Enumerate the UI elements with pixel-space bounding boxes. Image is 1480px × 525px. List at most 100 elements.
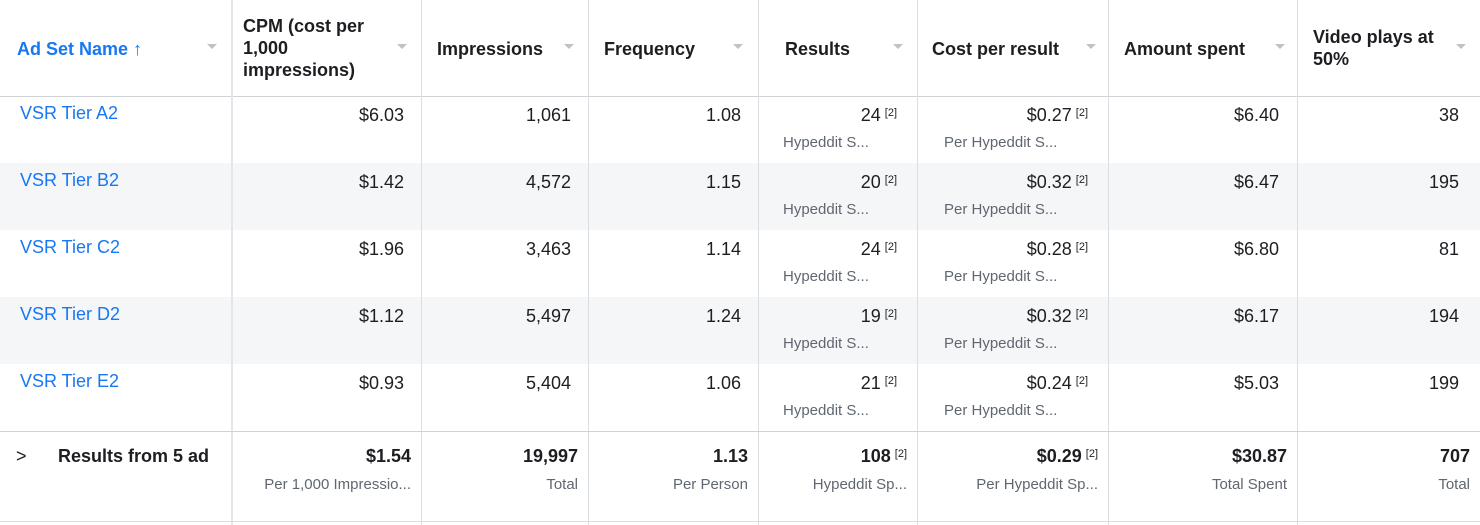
caret-down-icon[interactable]: [1456, 44, 1466, 49]
footnote-marker[interactable]: [2]: [1085, 448, 1098, 460]
table-row[interactable]: VSR Tier B2 $1.42 4,572 1.15 20 [2] Hypedd…: [0, 163, 1480, 230]
summary-row: > Results from 5 ad $1.54 Per 1,000 Impr…: [0, 431, 1480, 525]
header-cost-per-result[interactable]: Cost per result: [918, 0, 1109, 96]
summary-cpm: $1.54: [365, 446, 411, 466]
caret-down-icon[interactable]: [564, 44, 574, 49]
results-value: 20 [2]: [860, 172, 897, 192]
table-row[interactable]: VSR Tier D2 $1.12 5,497 1.24 19 [2] Hypedd…: [0, 297, 1480, 364]
cpm-value: $1.96: [358, 239, 404, 259]
cpm-value: $6.03: [358, 105, 404, 125]
summary-video-plays: 707: [1439, 446, 1470, 466]
cpm-value: $1.42: [358, 172, 404, 192]
impressions-value: 5,404: [525, 373, 571, 393]
frequency-value: 1.24: [705, 306, 741, 326]
summary-label: Results from 5 ad: [58, 446, 210, 466]
amount-spent-value: $6.17: [1233, 306, 1279, 326]
impressions-value: 5,497: [525, 306, 571, 326]
amount-spent-value: $6.40: [1233, 105, 1279, 125]
header-frequency[interactable]: Frequency: [589, 0, 759, 96]
video-plays-value: 194: [1428, 306, 1459, 326]
header-results[interactable]: Results: [759, 0, 918, 96]
summary-frequency-sub: Per Person: [672, 476, 748, 493]
header-video-plays-50[interactable]: Video plays at 50%: [1298, 0, 1480, 96]
footnote-marker[interactable]: [2]: [1075, 241, 1088, 253]
header-ad-set-name-label[interactable]: Ad Set Name ↑: [17, 39, 143, 59]
frequency-value: 1.06: [705, 373, 741, 393]
summary-results-sub: Hypeddit Sp...: [812, 476, 907, 493]
header-ad-set-name[interactable]: Ad Set Name ↑: [0, 0, 233, 96]
caret-down-icon[interactable]: [733, 44, 743, 49]
impressions-value: 3,463: [525, 239, 571, 259]
header-video-plays-50-label[interactable]: Video plays at 50%: [1313, 27, 1434, 69]
results-type-label: Hypeddit S...: [783, 201, 869, 218]
video-plays-value: 195: [1428, 172, 1459, 192]
summary-amount-spent-sub: Total Spent: [1211, 476, 1287, 493]
caret-down-icon[interactable]: [207, 44, 217, 49]
table-row[interactable]: VSR Tier C2 $1.96 3,463 1.14 24 [2] Hypedd…: [0, 230, 1480, 297]
results-type-label: Hypeddit S...: [783, 134, 869, 151]
ad-set-name-link[interactable]: VSR Tier C2: [20, 237, 121, 257]
caret-down-icon[interactable]: [397, 44, 407, 49]
results-value: 19 [2]: [860, 306, 897, 326]
ad-set-name-link[interactable]: VSR Tier B2: [20, 170, 120, 190]
ad-set-name-link[interactable]: VSR Tier D2: [20, 304, 121, 324]
frequency-value: 1.15: [705, 172, 741, 192]
summary-cpm-sub: Per 1,000 Impressio...: [264, 476, 411, 493]
header-results-label[interactable]: Results: [785, 39, 851, 59]
header-impressions-label[interactable]: Impressions: [437, 39, 544, 59]
caret-down-icon[interactable]: [1275, 44, 1285, 49]
footnote-marker[interactable]: [2]: [1075, 375, 1088, 387]
table-row[interactable]: VSR Tier E2 $0.93 5,404 1.06 21 [2] Hypedd…: [0, 364, 1480, 431]
cpm-value: $1.12: [358, 306, 404, 326]
header-amount-spent[interactable]: Amount spent: [1109, 0, 1298, 96]
header-cpm-label[interactable]: CPM (cost per 1,000 impressions): [243, 16, 365, 80]
cpm-value: $0.93: [358, 373, 404, 393]
header-frequency-label[interactable]: Frequency: [604, 39, 696, 59]
header-cost-per-result-label[interactable]: Cost per result: [932, 39, 1060, 59]
caret-down-icon[interactable]: [1086, 44, 1096, 49]
frequency-value: 1.14: [705, 239, 741, 259]
summary-cost-per-result: $0.29 [2]: [1036, 446, 1098, 466]
cost-type-label: Per Hypeddit S...: [944, 201, 1058, 218]
header-cpm[interactable]: CPM (cost per 1,000 impressions): [233, 0, 422, 96]
footnote-marker[interactable]: [2]: [894, 448, 907, 460]
table-bottom-border: [0, 521, 1480, 522]
amount-spent-value: $5.03: [1233, 373, 1279, 393]
impressions-value: 1,061: [525, 105, 571, 125]
video-plays-value: 81: [1438, 239, 1459, 259]
footnote-marker[interactable]: [2]: [1075, 308, 1088, 320]
summary-video-plays-sub: Total: [1438, 476, 1470, 493]
footnote-marker[interactable]: [2]: [1075, 174, 1088, 186]
footnote-marker[interactable]: [2]: [884, 174, 897, 186]
video-plays-value: 199: [1428, 373, 1459, 393]
amount-spent-value: $6.80: [1233, 239, 1279, 259]
amount-spent-value: $6.47: [1233, 172, 1279, 192]
summary-results: 108 [2]: [860, 446, 907, 466]
results-value: 21 [2]: [860, 373, 897, 393]
cost-type-label: Per Hypeddit S...: [944, 268, 1058, 285]
table-row[interactable]: VSR Tier A2 $6.03 1,061 1.08 24 [2] Hypedd…: [0, 96, 1480, 163]
results-type-label: Hypeddit S...: [783, 268, 869, 285]
footnote-marker[interactable]: [2]: [884, 107, 897, 119]
footnote-marker[interactable]: [2]: [884, 308, 897, 320]
summary-amount-spent: $30.87: [1231, 446, 1287, 466]
header-impressions[interactable]: Impressions: [422, 0, 589, 96]
sort-arrow-icon[interactable]: ↑: [133, 39, 143, 59]
caret-down-icon[interactable]: [893, 44, 903, 49]
ad-set-name-link[interactable]: VSR Tier E2: [20, 371, 120, 391]
summary-frequency: 1.13: [712, 446, 748, 466]
footnote-marker[interactable]: [2]: [1075, 107, 1088, 119]
results-type-label: Hypeddit S...: [783, 402, 869, 419]
header-amount-spent-label[interactable]: Amount spent: [1124, 39, 1245, 59]
cost-type-label: Per Hypeddit S...: [944, 335, 1058, 352]
results-type-label: Hypeddit S...: [783, 335, 869, 352]
ad-set-name-link[interactable]: VSR Tier A2: [20, 103, 119, 123]
summary-impressions: 19,997: [522, 446, 578, 466]
impressions-value: 4,572: [525, 172, 571, 192]
cost-per-result-value: $0.28 [2]: [1026, 239, 1088, 259]
chevron-right-icon[interactable]: >: [16, 446, 27, 466]
cost-type-label: Per Hypeddit S...: [944, 402, 1058, 419]
footnote-marker[interactable]: [2]: [884, 375, 897, 387]
footnote-marker[interactable]: [2]: [884, 241, 897, 253]
